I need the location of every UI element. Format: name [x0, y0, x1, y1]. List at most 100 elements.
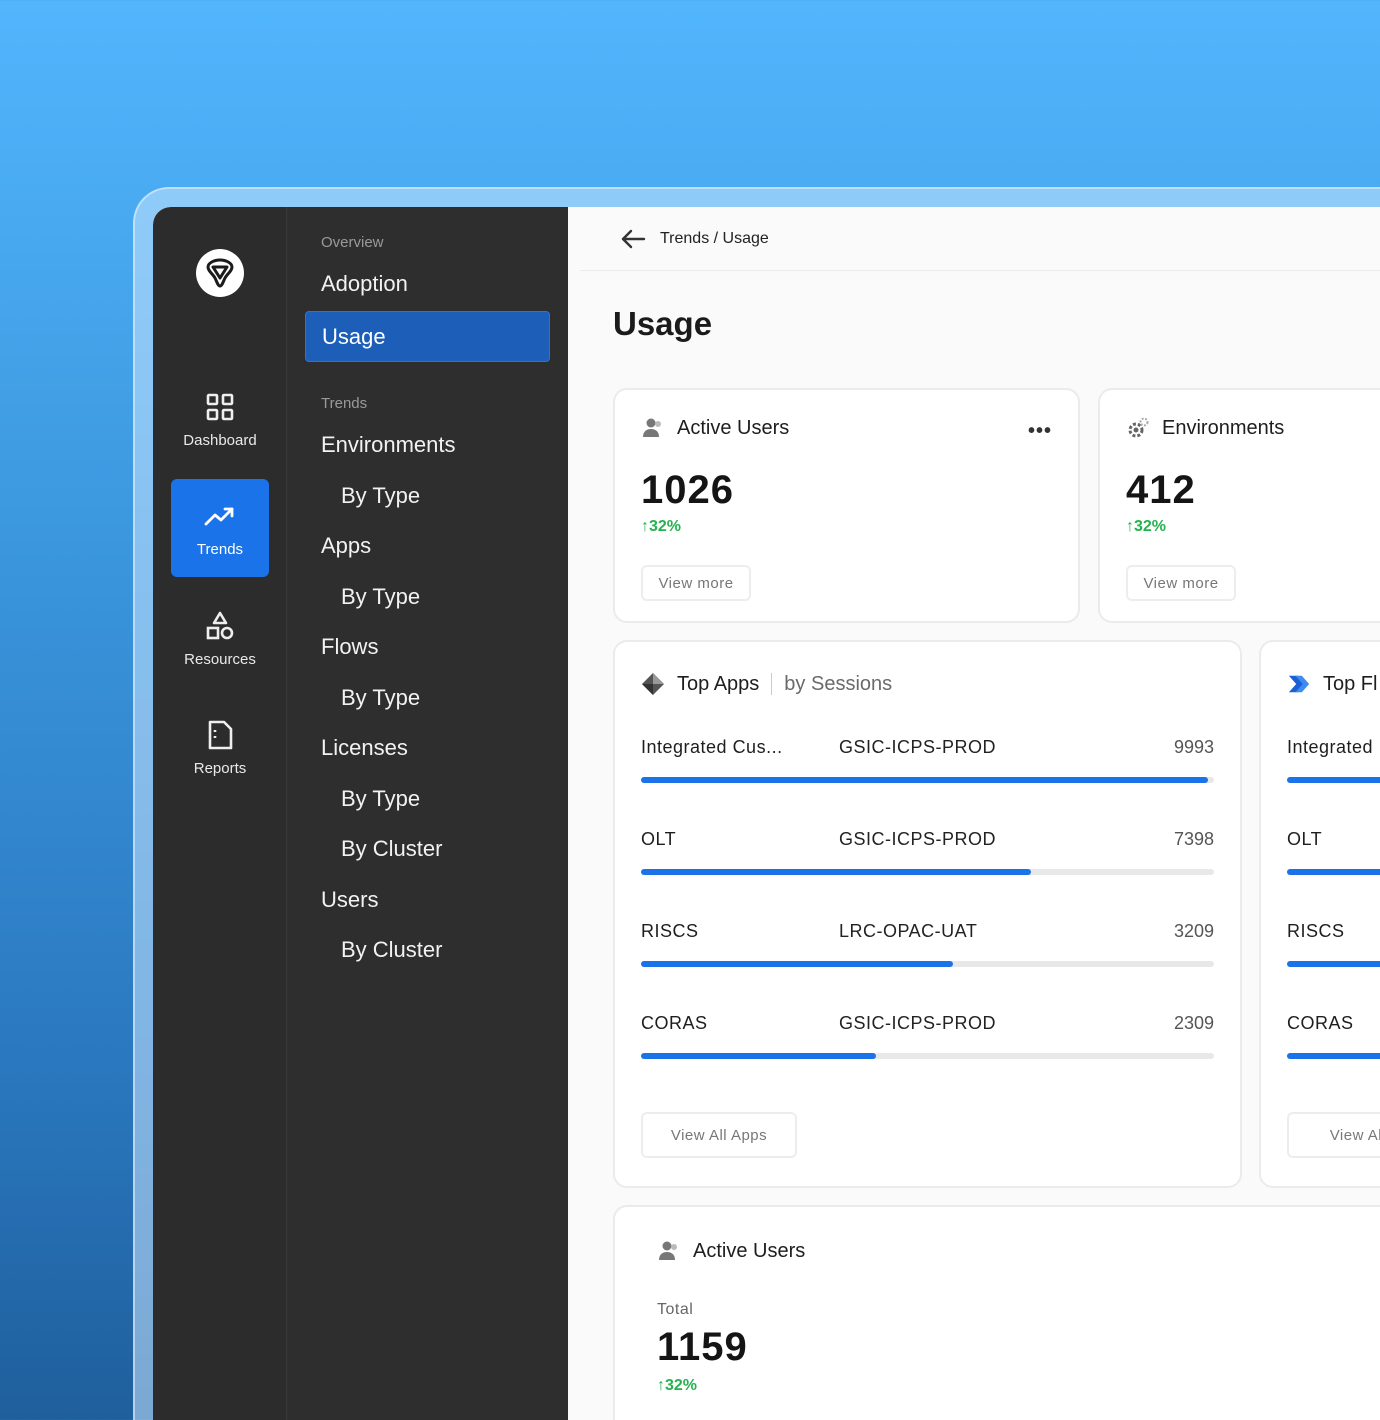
top-apps-card: Top Apps by Sessions Integrated Cus... GS…	[613, 640, 1242, 1188]
usage-bar-fill	[1287, 777, 1380, 783]
arrow-up-icon: ↑	[657, 1377, 665, 1394]
back-arrow-icon[interactable]	[620, 224, 650, 254]
active-users-total-header: Active Users	[657, 1239, 805, 1263]
rail-label-trends: Trends	[196, 540, 244, 558]
view-more-button[interactable]: View more	[1126, 565, 1236, 601]
subnav-item-environments[interactable]: Environments	[321, 432, 456, 457]
subnav-item-usage-label: Usage	[322, 323, 386, 349]
rail-label-dashboard: Dashboard	[183, 431, 257, 449]
users-icon	[657, 1239, 681, 1263]
usage-bar-fill	[641, 777, 1209, 783]
breadcrumb: Trends / Usage	[660, 229, 769, 247]
arrow-up-icon: ↑	[1126, 518, 1134, 535]
gear-icon	[1126, 416, 1150, 440]
subnav-item-users[interactable]: Users	[321, 887, 379, 912]
main-content: Trends / Usage Usage Active Users ••• 10…	[568, 207, 1380, 1420]
subnav-item-apps[interactable]: Apps	[321, 533, 372, 558]
usage-bar-fill	[1287, 1053, 1380, 1059]
subnav-item-adoption[interactable]: Adoption	[321, 271, 408, 296]
active-users-total-delta-value: 32%	[665, 1377, 698, 1394]
app-session-count: 3209	[1173, 921, 1214, 941]
app-logo[interactable]	[196, 249, 244, 297]
top-flows-card-title: Top Fl	[1323, 672, 1378, 695]
usage-bar-fill	[641, 1053, 876, 1059]
top-bar: Trends / Usage	[580, 207, 1380, 271]
arrow-up-icon: ↑	[641, 518, 649, 535]
rail-item-dashboard[interactable]: Dashboard	[171, 370, 269, 468]
rail-item-trends[interactable]: Trends	[171, 479, 269, 577]
usage-bar-track	[1287, 961, 1380, 967]
rail-item-reports[interactable]: Reports	[171, 698, 269, 796]
view-all-apps-button[interactable]: View All Apps	[641, 1112, 797, 1158]
flow-name[interactable]: RISCS	[1287, 921, 1345, 941]
top-apps-card-header: Top Apps by Sessions	[641, 672, 892, 696]
trend-up-icon	[204, 499, 236, 533]
app-name[interactable]: RISCS	[641, 921, 699, 941]
view-all-flows-button[interactable]: View All F	[1287, 1112, 1380, 1158]
subnav-item-licenses[interactable]: Licenses	[321, 735, 408, 760]
top-apps-card-subtitle: by Sessions	[784, 672, 893, 695]
page-title: Usage	[613, 305, 713, 342]
active-users-card-header: Active Users	[641, 416, 789, 440]
app-window: Dashboard Trends Resources Reports Overv…	[153, 207, 1380, 1420]
active-users-value: 1026	[641, 468, 734, 512]
usage-bar-track	[1287, 1053, 1380, 1059]
rail-item-resources[interactable]: Resources	[171, 589, 269, 687]
environments-delta: ↑32%	[1126, 518, 1166, 536]
app-environment: GSIC-ICPS-PROD	[839, 829, 997, 849]
app-session-count: 2309	[1173, 1013, 1214, 1033]
environments-card: Environments 412 ↑32% View more	[1098, 388, 1380, 623]
usage-bar-fill	[1287, 869, 1380, 875]
subnav-item-apps-by-type[interactable]: By Type	[341, 584, 421, 609]
sub-navigation: Overview Adoption Usage Trends Environme…	[287, 207, 568, 1420]
subnav-heading-trends: Trends	[321, 395, 368, 412]
diamond-icon	[641, 672, 665, 696]
usage-bar-fill	[1287, 961, 1380, 967]
flow-name[interactable]: Integrated	[1287, 737, 1374, 757]
environments-delta-value: 32%	[1134, 518, 1167, 535]
subnav-heading-overview: Overview	[321, 234, 384, 251]
usage-bar-track	[641, 777, 1214, 783]
grid-icon	[206, 390, 234, 424]
subnav-item-flows-by-type[interactable]: By Type	[341, 685, 421, 710]
top-flows-card: Top Fl Integrated OLT RISCS CORAS View All …	[1259, 640, 1380, 1188]
app-environment: GSIC-ICPS-PROD	[839, 737, 997, 757]
active-users-delta: ↑32%	[641, 518, 681, 536]
usage-bar-track	[1287, 777, 1380, 783]
app-name[interactable]: CORAS	[641, 1013, 708, 1033]
subnav-item-licenses-by-cluster[interactable]: By Cluster	[341, 836, 443, 861]
total-label: Total	[657, 1301, 694, 1318]
rail-label-resources: Resources	[184, 650, 256, 668]
active-users-total-title: Active Users	[693, 1239, 806, 1262]
app-environment: LRC-OPAC-UAT	[839, 921, 978, 941]
flow-name[interactable]: CORAS	[1287, 1013, 1354, 1033]
logo-icon	[206, 258, 234, 288]
app-name[interactable]: Integrated Cus...	[641, 737, 783, 757]
active-users-total-value: 1159	[657, 1325, 748, 1369]
usage-bar-fill	[641, 961, 954, 967]
environments-card-header: Environments	[1126, 416, 1284, 440]
users-icon	[641, 416, 665, 440]
document-icon	[206, 718, 234, 752]
usage-bar-track	[1287, 869, 1380, 875]
subnav-item-usage[interactable]: Usage	[305, 311, 550, 362]
usage-bar-fill	[641, 869, 1031, 875]
app-session-count: 9993	[1173, 737, 1214, 757]
subnav-item-licenses-by-type[interactable]: By Type	[341, 786, 421, 811]
more-options-icon[interactable]: •••	[1027, 420, 1052, 442]
icon-rail: Dashboard Trends Resources Reports	[153, 207, 287, 1420]
usage-bar-track	[641, 1053, 1214, 1059]
view-more-button[interactable]: View more	[641, 565, 751, 601]
active-users-card-title: Active Users	[677, 416, 790, 439]
shapes-icon	[205, 609, 235, 643]
subnav-item-flows[interactable]: Flows	[321, 634, 379, 659]
app-session-count: 7398	[1173, 829, 1214, 849]
usage-bar-track	[641, 869, 1214, 875]
flow-name[interactable]: OLT	[1287, 829, 1323, 849]
top-apps-card-title: Top Apps	[677, 672, 760, 695]
app-name[interactable]: OLT	[641, 829, 677, 849]
subnav-item-users-by-cluster[interactable]: By Cluster	[341, 937, 443, 962]
top-flows-card-header: Top Fl	[1287, 672, 1377, 696]
subnav-item-environments-by-type[interactable]: By Type	[341, 483, 421, 508]
app-environment: GSIC-ICPS-PROD	[839, 1013, 997, 1033]
